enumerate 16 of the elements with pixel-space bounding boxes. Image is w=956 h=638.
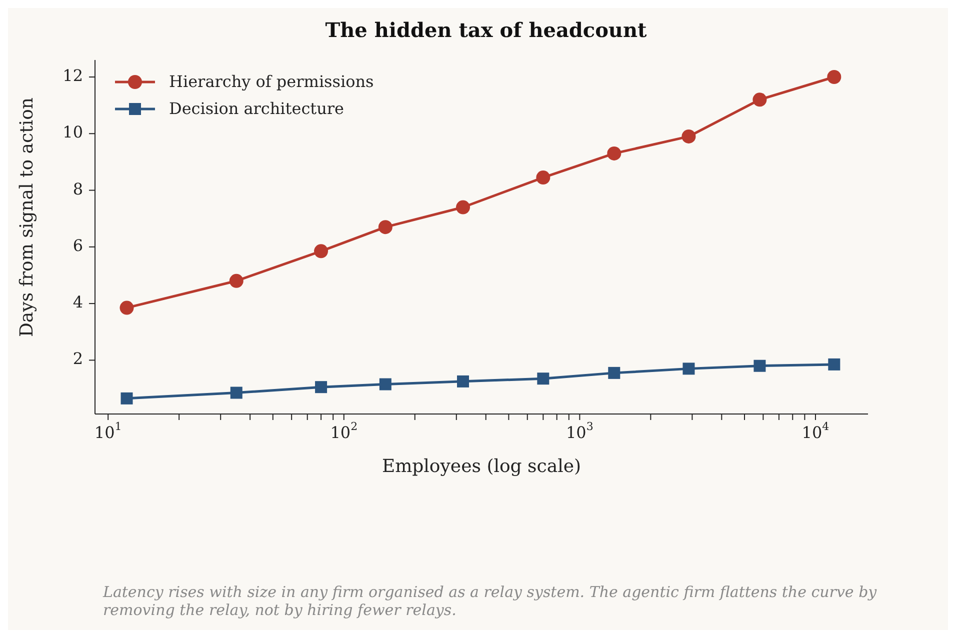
y-tick-label: 10 — [62, 122, 83, 142]
x-tick-label: 10$^{3}$ — [566, 420, 594, 442]
text: Latency rises with size in any firm organised as a relay system. The agentic firm flattens the curve by removing the relay, not by hiring fewer relays. — [103, 583, 878, 619]
legend-label: Hierarchy of permissions — [169, 72, 374, 91]
y-tick-label: 8 — [72, 179, 83, 198]
x-tick-label: 10$^{1}$ — [94, 420, 122, 442]
x-tick-label: 10$^{2}$ — [330, 420, 358, 442]
chart-title: The hidden tax of headcount — [324, 18, 648, 42]
y-tick-label: 4 — [72, 292, 83, 312]
y-tick-label: 12 — [62, 66, 83, 86]
legend-label: Decision architecture — [169, 99, 344, 118]
y-tick-label: 2 — [72, 349, 83, 368]
y-axis-title: Days from signal to action — [16, 97, 38, 337]
x-tick-label: 10$^{4}$ — [802, 420, 830, 442]
x-axis-title: Employees (log scale) — [382, 456, 582, 477]
y-tick-label: 6 — [72, 236, 83, 256]
